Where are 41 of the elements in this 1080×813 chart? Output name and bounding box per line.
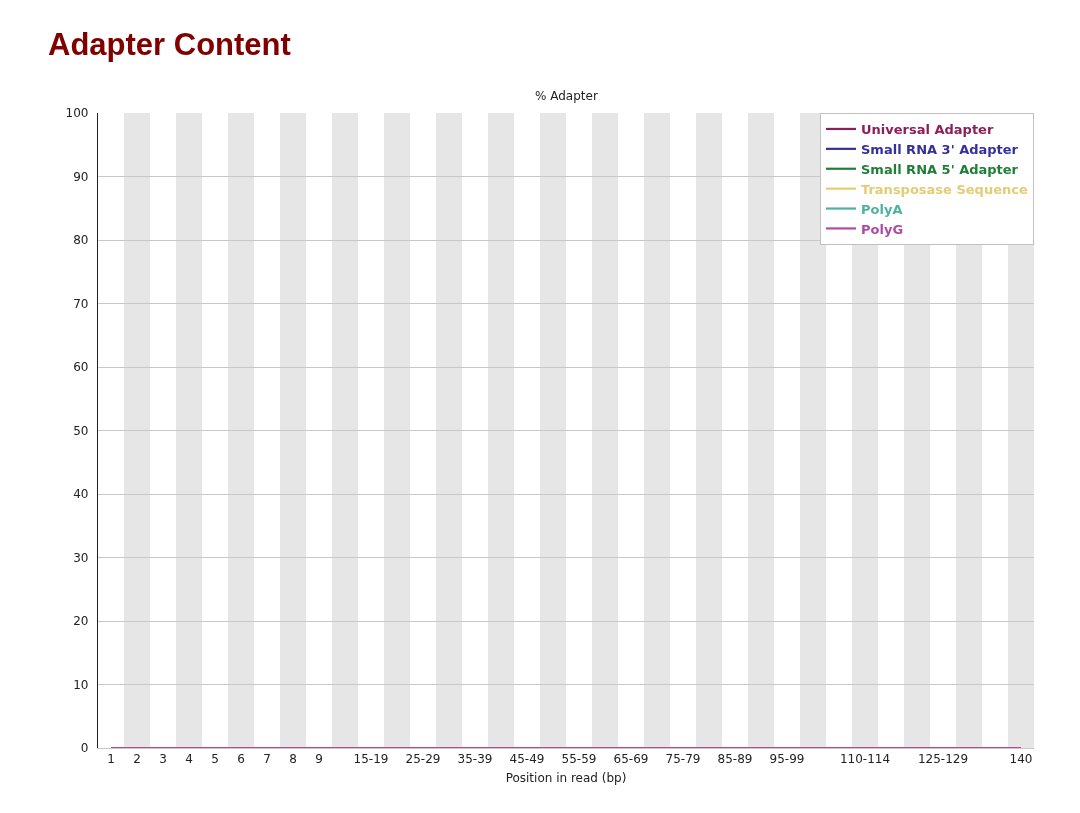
x-tick-label: 110-114: [839, 752, 891, 767]
x-tick-label: 85-89: [717, 752, 753, 767]
x-tick-label: 65-69: [613, 752, 649, 767]
x-tick-label: 55-59: [561, 752, 597, 767]
y-tick-label: 80: [73, 233, 89, 248]
x-tick-label: 5: [211, 752, 219, 767]
x-tick-label: 2: [133, 752, 141, 767]
y-tick-label: 10: [73, 677, 89, 692]
x-tick-label: 9: [315, 752, 323, 767]
legend-label: Universal Adapter: [861, 122, 994, 138]
x-tick-label: 35-39: [457, 752, 493, 767]
x-tick-label: 45-49: [509, 752, 545, 767]
x-tick-label: 4: [185, 752, 193, 767]
x-tick-label: 75-79: [665, 752, 701, 767]
x-tick-label: 140: [1009, 752, 1033, 767]
legend-label: PolyA: [861, 201, 903, 217]
x-tick-label: 3: [159, 752, 167, 767]
x-tick-label: 95-99: [769, 752, 805, 767]
x-tick-label: 8: [289, 752, 297, 767]
x-tick-label: 7: [263, 752, 271, 767]
y-tick-label: 100: [65, 106, 89, 121]
y-tick-label: 60: [73, 360, 89, 375]
y-tick-label: 0: [80, 741, 89, 756]
chart-subtitle: % Adapter: [535, 89, 598, 103]
legend-label: Small RNA 3' Adapter: [861, 141, 1019, 157]
x-tick-label: 1: [107, 752, 115, 767]
y-tick-label: 50: [73, 423, 89, 438]
legend-label: PolyG: [861, 221, 904, 237]
legend-label: Small RNA 5' Adapter: [861, 161, 1019, 177]
y-tick-label: 20: [73, 614, 89, 629]
y-tick-label: 90: [73, 169, 89, 184]
y-tick-label: 30: [73, 550, 89, 565]
y-tick-label: 70: [73, 296, 89, 311]
x-tick-label: 25-29: [405, 752, 441, 767]
x-tick-label: 15-19: [353, 752, 389, 767]
legend-label: Transposase Sequence: [861, 181, 1028, 197]
x-tick-label: 6: [237, 752, 245, 767]
x-axis-title: Position in read (bp): [505, 771, 627, 786]
x-tick-label: 125-129: [917, 752, 969, 767]
chart-title: Adapter Content: [48, 26, 291, 62]
y-tick-label: 40: [73, 487, 89, 502]
